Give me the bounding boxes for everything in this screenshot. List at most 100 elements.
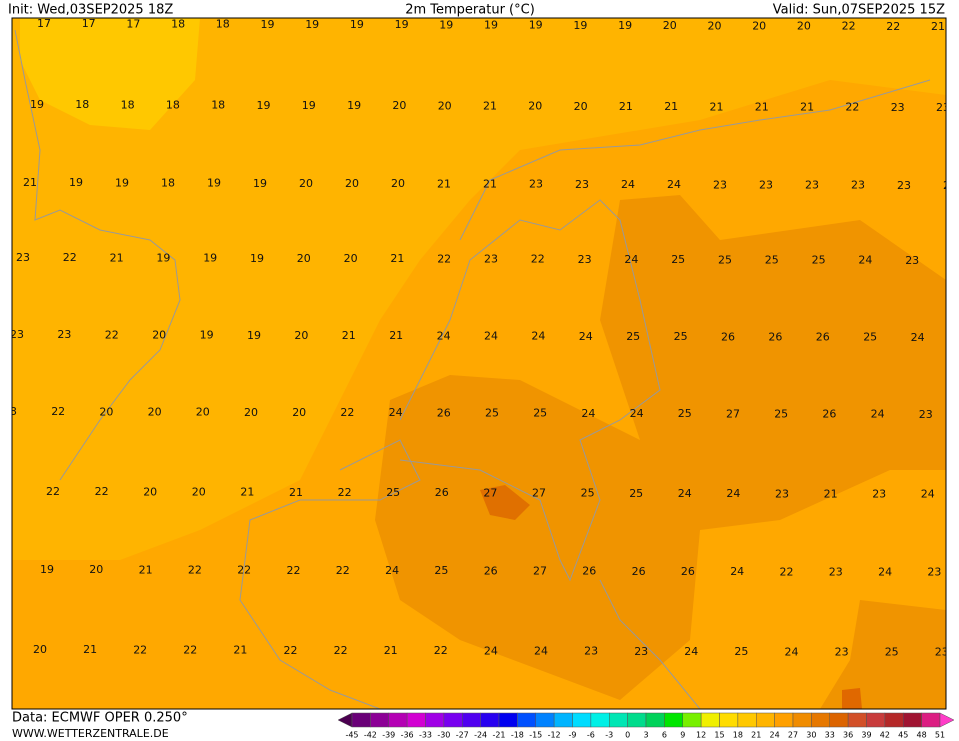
temperature-value: 20 — [244, 406, 258, 419]
scale-label: 3 — [643, 731, 648, 740]
temperature-value: 23 — [16, 251, 30, 264]
scale-label: 48 — [917, 731, 927, 740]
temperature-value: 25 — [581, 487, 595, 500]
coast-uk — [14, 29, 181, 481]
scale-label: 42 — [880, 731, 890, 740]
temperature-value: 20 — [438, 99, 452, 112]
scale-label: -18 — [511, 731, 524, 740]
temperature-value: 22 — [237, 564, 251, 577]
map-field: 17 17 17 18 18 19 19 19 19 19 19 19 19 19 20 20 20 20 22 22… — [3, 17, 946, 709]
temperature-value: 22 — [63, 251, 77, 264]
temperature-value: 19 — [257, 99, 271, 112]
temperature-value: 25 — [386, 486, 400, 499]
temperature-value: 22 — [845, 101, 859, 114]
temperature-value: 20 — [797, 20, 811, 33]
scale-box — [498, 712, 518, 728]
temperature-value: 21 — [139, 563, 153, 576]
temperature-value: 25 — [674, 330, 688, 343]
temperature-value: 19 — [156, 251, 170, 264]
temperature-value: 23 — [484, 253, 498, 266]
temperature-value: 27 — [533, 565, 547, 578]
scale-box — [737, 712, 757, 728]
warm-field — [375, 195, 946, 700]
border-nl — [399, 199, 661, 582]
valid-time: Valid: Sun,07SEP2025 15Z — [773, 3, 945, 18]
temperature-value: 19 — [573, 19, 587, 32]
border-fr-be — [239, 439, 421, 709]
temperature-value: 24 — [579, 330, 593, 343]
temperature-value: 19 — [115, 176, 129, 189]
temperature-value: 23 — [3, 405, 17, 418]
temperature-value: 22 — [338, 486, 352, 499]
temperature-value: 22 — [336, 564, 350, 577]
temperature-value: 26 — [768, 330, 782, 343]
temperature-value: 19 — [250, 252, 264, 265]
temperature-value: 21 — [800, 101, 814, 114]
temperature-value: 22 — [183, 643, 197, 656]
temperature-value: 23 — [851, 179, 865, 192]
scale-box — [774, 712, 794, 728]
temperature-value: 24 — [389, 406, 403, 419]
temperature-value: 24 — [785, 645, 799, 658]
scale-box — [903, 712, 922, 728]
temperature-value: 23 — [919, 408, 933, 421]
temperature-value: 20 — [294, 329, 308, 342]
temperature-value: 23 — [759, 178, 773, 191]
warm-field-se — [820, 600, 946, 709]
temperature-value: 25 — [485, 407, 499, 420]
temperature-value: 27 — [726, 407, 740, 420]
scale-label: 21 — [751, 731, 761, 740]
temperature-value: 21 — [240, 486, 254, 499]
scale-box — [480, 712, 500, 728]
borders — [14, 29, 931, 709]
scale-box — [719, 712, 739, 728]
scale-box — [406, 712, 426, 728]
temperature-value: 23 — [634, 645, 648, 658]
temperature-value: 22 — [437, 252, 451, 265]
temperature-value: 20 — [663, 19, 677, 32]
scale-label: 36 — [843, 731, 853, 740]
temperature-value: 18 — [216, 18, 230, 31]
temperature-value: 24 — [871, 408, 885, 421]
temperature-value: 24 — [484, 644, 498, 657]
scale-label: 45 — [898, 731, 908, 740]
temperature-value: 21 — [23, 176, 37, 189]
scale-box — [627, 712, 647, 728]
temperature-value: 22 — [287, 564, 301, 577]
scale-box — [572, 712, 592, 728]
temperature-value: 21 — [437, 177, 451, 190]
temperature-value: 26 — [681, 565, 695, 578]
scale-label: -15 — [529, 731, 542, 740]
scale-label: 39 — [861, 731, 871, 740]
scale-label: -45 — [345, 731, 358, 740]
temperature-value: 23 — [575, 178, 589, 191]
temperature-value: 21 — [289, 486, 303, 499]
temperature-value: 24 — [624, 253, 638, 266]
temperature-value: 21 — [390, 252, 404, 265]
scale-label: 24 — [770, 731, 780, 740]
temperature-value: 23 — [927, 566, 941, 579]
temperature-value: 19 — [30, 98, 44, 111]
map-title: 2m Temperatur (°C) — [405, 3, 535, 18]
temperature-value: 25 — [629, 487, 643, 500]
scale-label: -21 — [492, 731, 505, 740]
temperature-value: 21 — [931, 20, 945, 33]
temperature-value: 22 — [780, 565, 794, 578]
temperature-value: 25 — [863, 331, 877, 344]
temperature-value: 17 — [37, 17, 51, 30]
temperature-value: 24 — [581, 407, 595, 420]
scale-arrow-left — [337, 712, 353, 728]
temperature-value: 25 — [718, 253, 732, 266]
temperature-value: 20 — [392, 99, 406, 112]
temperature-value: 20 — [528, 100, 542, 113]
scale-label: -36 — [401, 731, 414, 740]
temperature-value: 21 — [233, 644, 247, 657]
temperature-value: 23 — [872, 488, 886, 501]
temperature-value: 22 — [133, 643, 147, 656]
scale-label: 51 — [935, 731, 945, 740]
scale-box — [535, 712, 555, 728]
temperature-value: 21 — [755, 100, 769, 113]
temperature-value: 26 — [484, 564, 498, 577]
temperature-value: 22 — [434, 644, 448, 657]
